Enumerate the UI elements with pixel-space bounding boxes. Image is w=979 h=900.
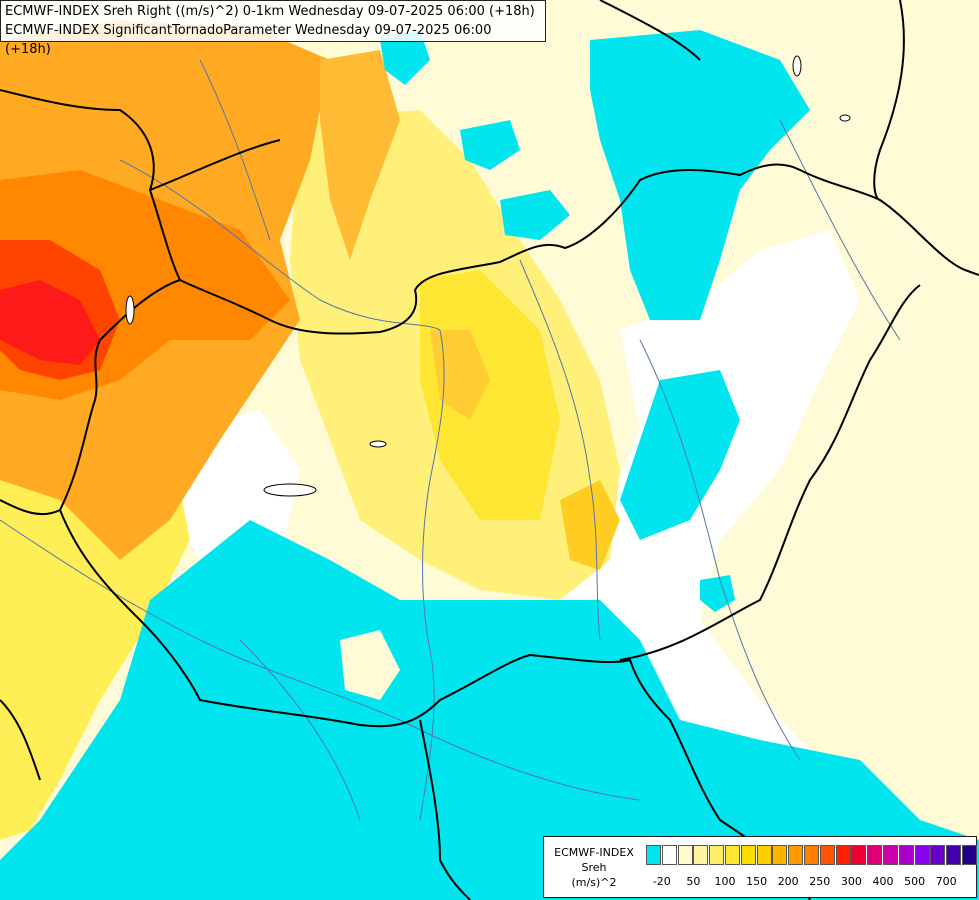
map-title-line-1: ECMWF-INDEX Sreh Right ((m/s)^2) 0-1km W… <box>5 4 535 19</box>
legend-unit: (m/s)^2 <box>571 876 617 889</box>
legend-swatch <box>709 845 725 865</box>
legend-swatch <box>883 845 898 865</box>
lake-3 <box>125 295 135 325</box>
cyan-zone-north <box>590 30 810 320</box>
legend-swatch <box>851 845 867 865</box>
cyan-zone-east <box>620 370 740 540</box>
legend-tick-label: 700 <box>935 875 957 888</box>
legend-swatch <box>867 845 883 865</box>
legend-variable: Sreh <box>581 861 607 874</box>
legend-swatch <box>819 845 835 865</box>
legend-swatch <box>740 845 756 865</box>
map-title-box: ECMWF-INDEX Sreh Right ((m/s)^2) 0-1km W… <box>0 0 546 57</box>
pale-blob-south <box>340 630 400 700</box>
legend-tick-label: 100 <box>714 875 736 888</box>
cyan-zone-small-2 <box>460 120 520 170</box>
legend-swatch <box>725 845 740 865</box>
legend-title: ECMWF-INDEX <box>554 846 634 859</box>
orange-zone-north <box>320 50 400 260</box>
lake-4 <box>792 55 802 77</box>
legend-tick-label: 500 <box>904 875 926 888</box>
legend-swatch <box>772 845 788 865</box>
legend-swatch <box>693 845 709 865</box>
cyan-zone-small-1 <box>500 190 570 240</box>
legend-swatch <box>804 845 819 865</box>
legend-tick-label: 50 <box>686 875 701 888</box>
legend-swatch <box>756 845 772 865</box>
cyan-zone-small-3 <box>380 30 430 85</box>
lake-5 <box>839 114 851 122</box>
legend-tick-label: 300 <box>840 875 862 888</box>
legend-swatch <box>661 845 677 865</box>
legend-swatch <box>835 845 851 865</box>
color-legend: ECMWF-INDEX Sreh (m/s)^2 -20 50 100 150 200 2… <box>543 836 977 898</box>
legend-tick-label: 150 <box>746 875 768 888</box>
legend-tick-label: 200 <box>777 875 799 888</box>
rivers <box>0 59 901 821</box>
legend-swatch <box>677 845 693 865</box>
lake-2 <box>263 483 317 497</box>
legend-tick-label: 250 <box>809 875 831 888</box>
cyan-zone-small-4 <box>700 575 735 612</box>
gold-blob-south <box>560 480 620 570</box>
lake-1 <box>369 440 387 448</box>
legend-swatch <box>914 845 930 865</box>
legend-swatch <box>898 845 914 865</box>
legend-swatch <box>946 845 962 865</box>
legend-label-block: ECMWF-INDEX Sreh (m/s)^2 <box>544 837 644 897</box>
legend-swatch <box>930 845 946 865</box>
legend-tick-label: -20 <box>652 875 671 888</box>
gold-blob-center <box>430 330 490 420</box>
legend-swatch <box>646 845 661 865</box>
cyan-zone-south <box>0 520 979 900</box>
legend-swatch <box>962 845 977 865</box>
red-zone-center <box>0 280 100 365</box>
legend-swatch <box>788 845 804 865</box>
map-title-line-2: ECMWF-INDEX SignificantTornadoParameter … <box>5 23 492 57</box>
legend-tick-label: 400 <box>872 875 894 888</box>
